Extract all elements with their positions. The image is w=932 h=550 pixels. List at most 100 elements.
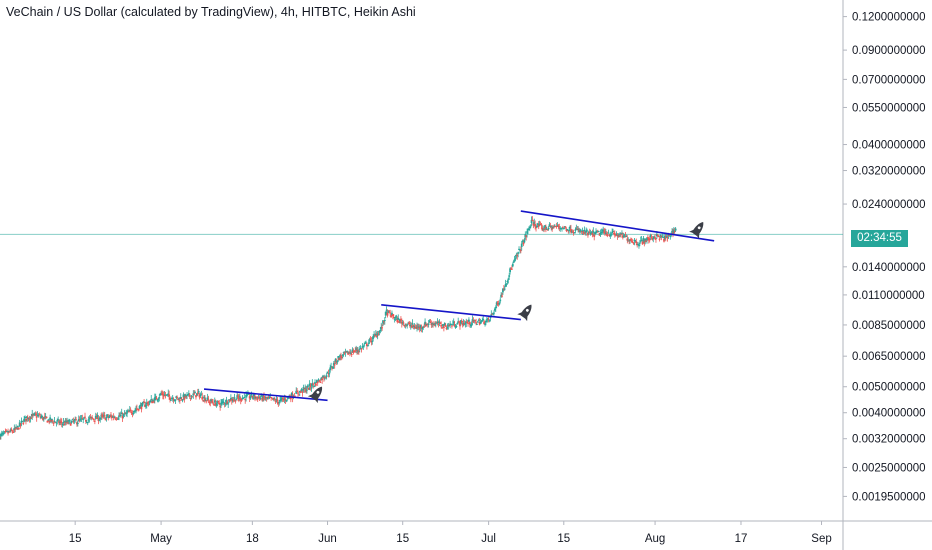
candle-body	[280, 397, 283, 399]
candle-body	[409, 325, 412, 327]
candle-body	[266, 397, 269, 399]
y-tick-label: 0.0032000000	[852, 434, 926, 446]
candle-body	[249, 397, 252, 399]
candle-body	[475, 322, 477, 324]
candle-body	[201, 396, 204, 400]
candle-body	[176, 397, 179, 399]
candle-body	[122, 414, 125, 417]
candle-body	[551, 227, 554, 230]
candle-body	[520, 243, 523, 247]
candle-body	[455, 326, 458, 328]
candle-body	[632, 242, 635, 244]
candle-body	[321, 378, 324, 381]
candle-body	[493, 312, 495, 314]
candle-body	[439, 322, 442, 324]
rocket-icon	[689, 222, 704, 239]
candle-body	[546, 229, 549, 231]
y-tick-label: 0.0320000000	[852, 166, 926, 178]
candle-body	[414, 326, 417, 329]
candle-body	[548, 224, 551, 227]
candle-body	[105, 416, 108, 419]
candle-body	[448, 325, 451, 327]
candle-body	[28, 418, 31, 420]
x-tick-label: Aug	[645, 533, 665, 545]
candle-body	[553, 226, 555, 228]
candle-body	[171, 398, 174, 400]
candle-body	[491, 313, 494, 315]
candle-body	[458, 321, 460, 323]
candle-body	[312, 383, 315, 385]
candle-body	[468, 322, 471, 325]
candle-body	[658, 238, 661, 240]
candle-body	[371, 340, 374, 342]
candle-body	[443, 323, 446, 326]
candle-body	[621, 233, 623, 235]
candle-body	[582, 231, 585, 234]
candle-body	[362, 346, 365, 348]
candle-body	[49, 417, 52, 420]
candle-body	[386, 312, 389, 316]
candle-body	[120, 412, 123, 415]
candle-body	[59, 421, 62, 423]
candle-body	[586, 230, 588, 232]
candle-body	[343, 352, 346, 354]
candle-body	[383, 320, 385, 322]
candle-body	[613, 232, 615, 234]
candle-body	[88, 417, 91, 419]
candle-body	[76, 422, 79, 424]
candle-body	[146, 402, 149, 404]
candle-body	[212, 402, 214, 404]
candle-body	[63, 423, 66, 426]
candle-body	[671, 230, 673, 233]
candle-body	[0, 436, 1, 440]
candle-body	[423, 326, 426, 328]
candle-body	[307, 387, 310, 390]
candle-body	[48, 420, 51, 423]
candle-body	[148, 402, 151, 404]
candle-body	[230, 398, 233, 401]
candle-body	[297, 394, 300, 396]
candle-body	[126, 412, 128, 414]
candle-body	[506, 280, 509, 283]
candle-body	[265, 397, 268, 399]
candle-body	[322, 375, 324, 378]
candle-body	[339, 355, 341, 358]
candle-body	[54, 421, 57, 423]
candle-body	[209, 402, 212, 404]
candle-body	[647, 237, 649, 239]
candle-body	[162, 395, 165, 397]
candle-body	[645, 240, 648, 243]
candle-body	[626, 238, 629, 241]
candle-body	[669, 235, 672, 237]
candle-body	[245, 395, 247, 398]
candle-body	[566, 229, 569, 231]
candle-body	[246, 394, 248, 396]
candle-body	[17, 427, 20, 430]
candle-body	[665, 236, 668, 238]
candle-body	[369, 338, 372, 340]
candle-body	[225, 399, 228, 403]
candle-body	[19, 423, 22, 425]
candle-body	[596, 230, 598, 232]
trendline	[381, 304, 521, 321]
candle-body	[188, 394, 191, 397]
candle-body	[561, 227, 564, 229]
candle-body	[484, 323, 486, 325]
candle-body	[202, 400, 205, 402]
candle-body	[417, 326, 420, 328]
candle-body	[521, 240, 524, 242]
candle-body	[69, 423, 72, 426]
candle-body	[612, 230, 614, 232]
candle-body	[355, 348, 358, 350]
candle-body	[395, 316, 398, 318]
candle-body	[282, 399, 285, 401]
candle-body	[21, 420, 24, 422]
candle-body	[577, 229, 580, 231]
candle-body	[440, 324, 443, 327]
candle-body	[256, 397, 259, 400]
candle-body	[508, 275, 511, 277]
candle-body	[210, 399, 213, 402]
candle-body	[354, 350, 357, 352]
candle-body	[121, 415, 124, 419]
